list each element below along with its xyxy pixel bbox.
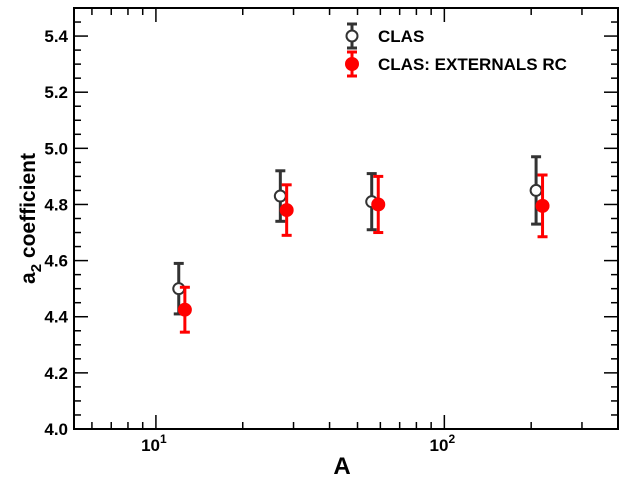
y-tick-label: 4.2 [44,364,68,383]
marker-filled [371,197,386,212]
legend-marker-open [345,29,359,43]
y-tick-label: 5.0 [44,139,68,158]
marker-filled [535,198,550,213]
marker-open [273,189,287,203]
y-tick-label: 5.2 [44,83,68,102]
plot-frame [73,7,619,430]
series [177,173,550,334]
y-tick-label: 4.4 [44,308,68,327]
legend: CLAS CLAS: EXTERNALS RC [345,22,567,78]
legend-item: CLAS [345,22,424,50]
legend-label: CLAS [378,27,424,46]
x-tick-label: 101 [141,432,167,455]
data-point [535,173,550,239]
x-tick-label: 102 [430,432,456,455]
data-point [177,285,192,334]
y-tick-label: 4.8 [44,195,68,214]
data-point [529,155,543,226]
data-points [172,155,550,334]
marker-filled [279,203,294,218]
marker-filled [177,302,192,317]
y-axis-title: a2 coefficient [17,153,45,284]
x-axis-title: A [333,453,350,480]
y-tick-label: 4.0 [44,420,68,439]
marker-open [529,183,543,197]
legend-marker-filled [345,57,359,71]
axis-labels: 4.0 4.2 4.4 4.6 4.8 5.0 5.2 5.4 101 102 Aa2 coeffi… [17,27,455,480]
legend-item: CLAS: EXTERNALS RC [345,50,567,78]
data-point [279,183,294,237]
y-tick-label: 4.6 [44,252,68,271]
data-point [371,174,386,235]
y-tick-label: 5.4 [44,27,68,46]
series [172,155,543,316]
legend-label: CLAS: EXTERNALS RC [378,55,567,74]
